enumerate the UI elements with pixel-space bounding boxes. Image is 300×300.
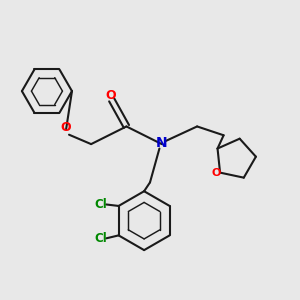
Text: O: O — [61, 122, 71, 134]
Text: N: N — [156, 136, 168, 150]
Text: Cl: Cl — [94, 232, 107, 245]
Text: O: O — [212, 168, 221, 178]
Text: O: O — [105, 89, 116, 102]
Text: Cl: Cl — [94, 198, 107, 211]
